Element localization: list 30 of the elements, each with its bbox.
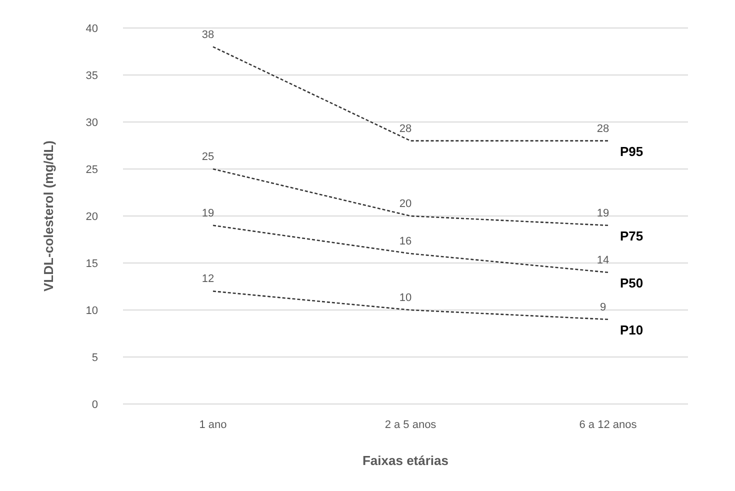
series-label: P95 — [620, 144, 644, 159]
series-label: P10 — [620, 322, 644, 338]
y-tick-label: 15 — [86, 258, 98, 270]
data-label: 25 — [202, 151, 214, 163]
data-label: 10 — [399, 292, 412, 304]
y-tick-label: 0 — [92, 399, 98, 411]
series-label: P75 — [620, 228, 644, 244]
data-label: 28 — [596, 122, 610, 135]
x-tick-label: 2 a 5 anos — [384, 419, 437, 431]
x-tick-label: 6 a 12 anos — [579, 419, 638, 431]
data-label: 9 — [600, 301, 606, 314]
data-label: 19 — [596, 207, 610, 220]
x-tick-label: 1 ano — [199, 419, 227, 431]
y-tick-label: 25 — [86, 164, 98, 176]
data-label: 19 — [202, 207, 214, 220]
data-label: 38 — [202, 28, 214, 41]
y-tick-label: 20 — [86, 211, 98, 223]
y-tick-label: 35 — [86, 70, 98, 82]
data-label: 28 — [399, 122, 412, 135]
y-axis-title: VLDL-colesterol (mg/dL) — [41, 140, 56, 292]
y-tick-label: 30 — [86, 117, 98, 129]
data-label: 12 — [202, 273, 214, 286]
data-label: 14 — [596, 254, 610, 266]
series-label: P50 — [620, 275, 644, 290]
y-tick-label: 5 — [92, 352, 98, 364]
y-tick-label: 10 — [86, 305, 98, 317]
y-tick-label: 40 — [86, 23, 98, 35]
data-label: 20 — [399, 198, 412, 210]
data-label: 16 — [399, 236, 412, 248]
x-axis-title: Faixas etárias — [362, 453, 449, 468]
